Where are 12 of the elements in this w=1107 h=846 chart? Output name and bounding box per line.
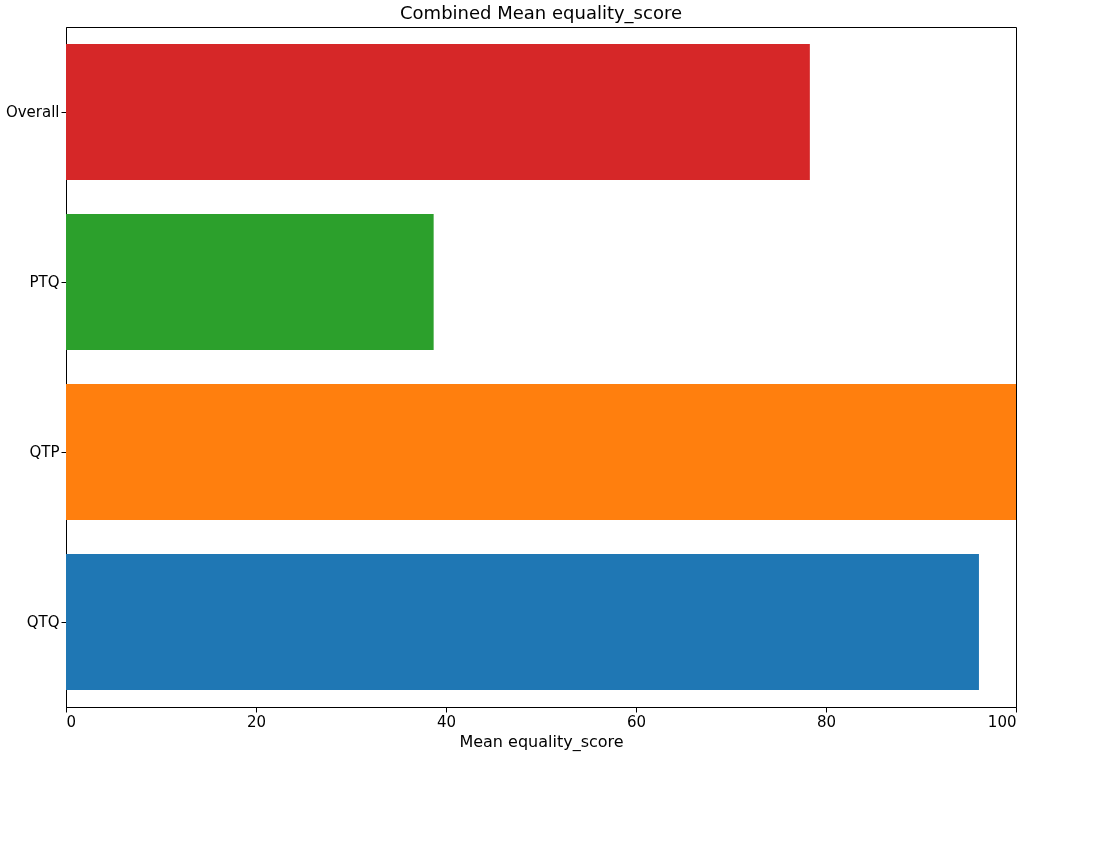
y-tick-label: Overall	[5, 103, 60, 121]
x-tick-label: 80	[816, 712, 837, 731]
y-tick-label: PTQ	[29, 273, 60, 291]
x-tick-label: 60	[626, 712, 647, 731]
chart-title: Combined Mean equality_score	[400, 2, 682, 24]
x-axis-title: Mean equality_score	[459, 731, 624, 752]
y-tick-label: QTP	[29, 443, 60, 461]
x-tick-label: 40	[436, 712, 457, 731]
x-tick-label: 0	[66, 712, 77, 731]
y-tick-label: QTQ	[26, 613, 60, 631]
x-tick-label: 20	[246, 712, 267, 731]
x-tick-label: 100	[987, 712, 1017, 731]
